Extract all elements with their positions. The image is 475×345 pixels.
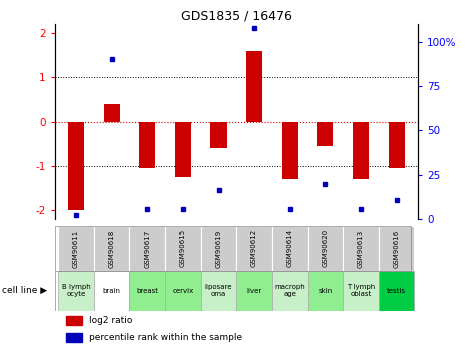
Bar (308, 271, 343, 310)
Text: T lymph
oblast: T lymph oblast (347, 284, 375, 297)
Bar (237, 271, 272, 310)
Bar (68, 122, 84, 210)
Text: cell line ▶: cell line ▶ (2, 286, 48, 295)
Bar (272, 271, 308, 310)
Text: liver: liver (247, 288, 262, 294)
Text: skin: skin (318, 288, 332, 294)
Bar (379, 226, 414, 271)
Text: brain: brain (103, 288, 121, 294)
Text: GSM90614: GSM90614 (287, 229, 293, 267)
Text: GSM90612: GSM90612 (251, 229, 257, 267)
Bar (343, 271, 379, 310)
Text: log2 ratio: log2 ratio (89, 316, 133, 325)
Text: GSM90615: GSM90615 (180, 229, 186, 267)
Text: liposare
oma: liposare oma (205, 284, 232, 297)
Bar (66, 333, 82, 342)
Bar (237, 226, 272, 271)
Bar (308, 226, 343, 271)
Text: GSM90618: GSM90618 (109, 229, 114, 267)
Bar (58, 271, 94, 310)
Bar (246, 51, 262, 122)
Bar (201, 226, 237, 271)
Bar (94, 226, 129, 271)
Text: breast: breast (136, 288, 158, 294)
Text: GSM90611: GSM90611 (73, 229, 79, 267)
Bar (210, 122, 227, 148)
Bar (175, 122, 191, 177)
Text: testis: testis (387, 288, 406, 294)
Bar (104, 104, 120, 122)
Text: macroph
age: macroph age (275, 284, 305, 297)
Text: GSM90616: GSM90616 (394, 229, 399, 267)
Bar (379, 271, 414, 310)
Text: cervix: cervix (172, 288, 193, 294)
Bar (58, 226, 94, 271)
Bar (201, 271, 237, 310)
Bar (139, 122, 155, 168)
Bar (94, 271, 129, 310)
Bar (165, 226, 200, 271)
Text: GSM90613: GSM90613 (358, 229, 364, 267)
Bar (165, 271, 200, 310)
Text: GSM90619: GSM90619 (216, 229, 221, 267)
Bar (272, 226, 308, 271)
Text: B lymph
ocyte: B lymph ocyte (62, 284, 90, 297)
Bar (343, 226, 379, 271)
Bar (282, 122, 298, 179)
Title: GDS1835 / 16476: GDS1835 / 16476 (181, 10, 292, 23)
Bar (129, 226, 165, 271)
Bar (353, 122, 369, 179)
Text: GSM90620: GSM90620 (323, 229, 328, 267)
Text: GSM90617: GSM90617 (144, 229, 150, 267)
Bar (317, 122, 333, 146)
Bar (129, 271, 165, 310)
Bar (389, 122, 405, 168)
Text: percentile rank within the sample: percentile rank within the sample (89, 333, 242, 342)
Bar (66, 316, 82, 325)
